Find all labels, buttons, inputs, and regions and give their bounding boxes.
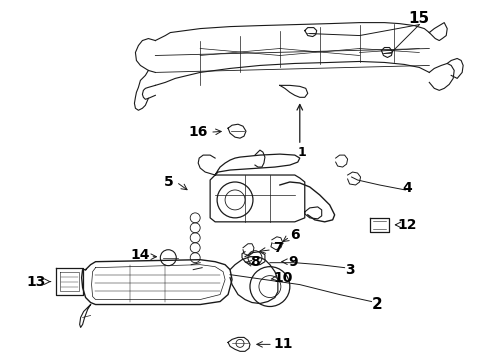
Text: 12: 12 [397,218,417,232]
Text: 14: 14 [131,248,150,262]
Text: 1: 1 [297,145,306,159]
Text: 2: 2 [372,297,383,312]
Text: 3: 3 [345,263,354,276]
Text: 4: 4 [402,181,412,195]
Text: 8: 8 [250,255,260,269]
Text: 9: 9 [288,255,297,269]
Text: 5: 5 [164,175,173,189]
Text: 15: 15 [409,11,430,26]
Text: 7: 7 [273,241,283,255]
Text: 13: 13 [26,275,46,289]
Text: 11: 11 [273,337,293,351]
Text: 10: 10 [273,271,293,285]
Text: 6: 6 [290,228,299,242]
Text: 16: 16 [189,125,208,139]
